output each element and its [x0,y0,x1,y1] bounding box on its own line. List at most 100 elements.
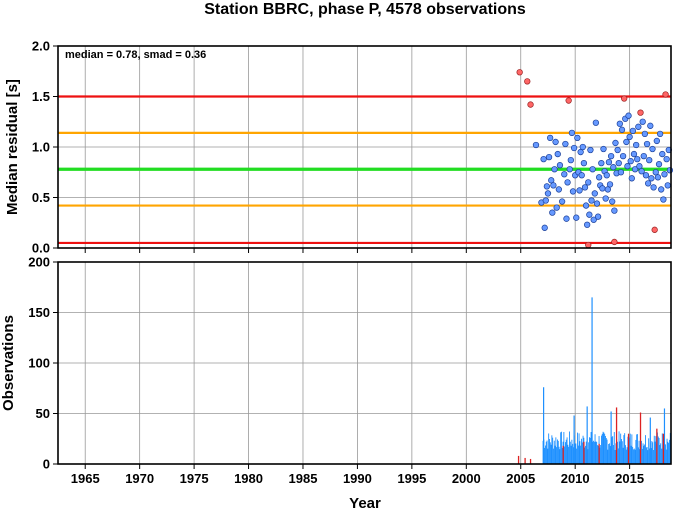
residual-point [644,180,652,187]
residual-point [549,209,556,216]
residual-point [616,120,623,127]
outlier-point [611,238,618,246]
residual-point [614,146,621,154]
residual-y-tick-label: 2.0 [32,39,50,54]
median-smad-annotation: median = 0.78, smad = 0.36 [65,49,206,61]
residual-point [624,163,631,170]
residual-point [593,200,601,207]
year-x-ticks: 1965 1970 1975 1980 1985 1990 1995 2000 2005 2010… [71,248,644,486]
residual-point [640,152,647,160]
outlier-point [585,241,592,249]
residual-point [656,130,664,138]
residual-point [603,172,610,179]
residual-points [516,69,674,249]
residual-y-tick-label: 0.0 [32,241,50,256]
x-tick-label: 1980 [234,471,263,486]
residual-point [629,127,637,134]
residual-point [574,134,581,142]
outlier-point [524,78,531,85]
observations-y-ticks: 0 50 100 150 200 [28,255,58,472]
residual-point [540,155,547,163]
outlier-point [527,101,534,108]
x-tick-label: 1975 [180,471,209,486]
residual-point [550,182,557,189]
residual-point [553,204,560,211]
residual-point [573,214,580,221]
residual-point [594,213,602,220]
residual-point [556,162,564,169]
residual-point [623,138,630,146]
residual-point [579,143,586,151]
residual-point [630,150,638,158]
residual-y-tick-label: 1.0 [32,140,50,155]
residual-point [591,190,598,197]
residual-point [566,166,573,173]
residual-point [545,153,553,161]
residual-point [568,129,576,137]
residual-point [595,174,603,181]
residual-point [647,122,654,129]
residual-point [663,155,670,163]
outlier-point [637,109,644,116]
residual-point [607,152,615,160]
x-tick-label: 1970 [125,471,154,486]
chart-title: Station BBRC, phase P, 4578 observations [204,1,526,18]
outlier-point [565,97,572,104]
residual-panel: 0.0 0.5 1.0 1.5 2.0 median = 0.78, smad = 0.… [4,39,674,256]
residual-point [598,160,605,167]
residual-point [646,156,653,164]
residual-point [634,155,641,163]
residual-point [611,207,618,214]
residual-point [638,168,645,175]
residual-y-axis-label: Median residual [s] [4,79,21,215]
x-tick-label: 1965 [71,471,100,486]
residual-point [619,152,627,160]
residual-point [567,156,574,164]
residual-point [564,179,571,186]
residual-point [653,137,660,145]
residual-point [587,146,594,154]
residual-point [649,145,656,153]
residual-point [532,141,540,149]
x-tick-label: 2015 [615,471,644,486]
residual-point [639,118,646,125]
residual-point [552,138,559,146]
residual-point [544,190,552,197]
residual-point [586,211,593,218]
residual-point [600,145,607,153]
residual-point [578,172,585,179]
x-tick-label: 2000 [452,471,481,486]
residual-point [642,172,650,179]
residual-point [609,198,616,205]
residual-point [551,166,558,173]
observations-y-tick-label: 200 [28,255,50,270]
residual-point [585,179,592,186]
outlier-point [621,95,628,102]
residual-point [554,150,561,158]
residual-point [599,185,606,192]
residual-point [602,195,609,202]
residual-point [563,215,570,222]
residual-point [648,175,655,182]
residual-point [631,166,639,173]
residual-point [588,197,595,204]
observation-bars [517,297,671,464]
residual-point [580,160,588,167]
outlier-point [516,69,523,76]
outlier-point [662,91,669,98]
residual-point [576,187,583,194]
x-tick-label: 2005 [506,471,535,486]
residual-y-tick-label: 0.5 [32,190,50,205]
residual-point [617,169,625,176]
residual-point [650,184,657,191]
residual-point [584,221,591,228]
outlier-point [651,226,658,233]
residual-point [659,150,666,158]
residual-point [543,183,551,190]
residual-point [660,196,667,203]
x-tick-label: 1995 [397,471,426,486]
residual-point [542,197,549,204]
residual-point [633,141,640,149]
residual-point [643,140,651,148]
